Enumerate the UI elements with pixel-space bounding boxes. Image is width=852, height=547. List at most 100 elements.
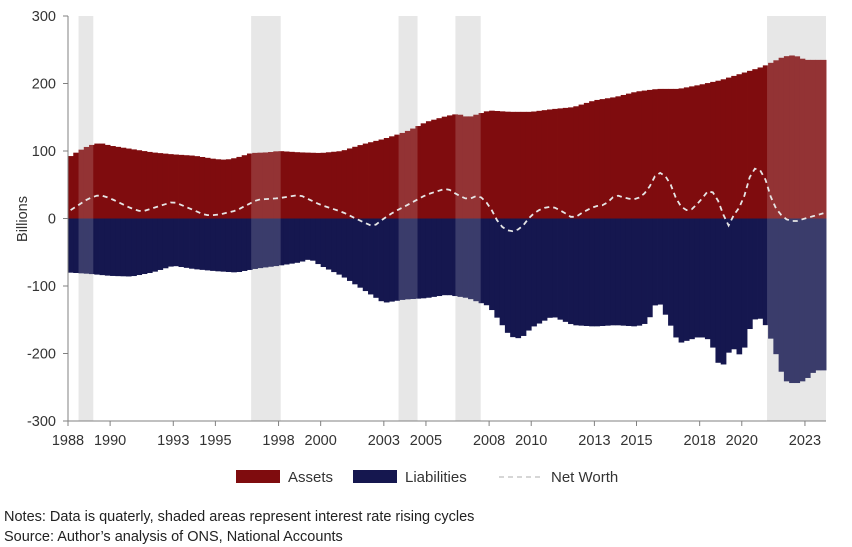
y-tick-label: 0 xyxy=(48,212,56,228)
asset-bar xyxy=(241,155,248,219)
asset-bar xyxy=(478,113,485,219)
asset-bar xyxy=(146,151,153,219)
liability-bar xyxy=(668,218,674,326)
asset-bar xyxy=(515,111,522,219)
liability-bar xyxy=(420,218,427,299)
asset-bar xyxy=(194,156,200,219)
asset-bar xyxy=(683,87,690,219)
shaded-period-overlay xyxy=(455,16,481,421)
asset-bar xyxy=(173,154,179,219)
liability-bar xyxy=(762,218,769,326)
asset-bar xyxy=(657,88,664,219)
liability-bar xyxy=(615,218,622,326)
x-tick-label: 2018 xyxy=(684,433,716,449)
asset-bar xyxy=(741,72,748,219)
liability-bar xyxy=(146,218,153,274)
asset-bar xyxy=(694,85,701,219)
legend-swatch-assets xyxy=(236,470,280,483)
liability-bar xyxy=(425,218,432,298)
liability-bar xyxy=(541,218,548,321)
liability-bar xyxy=(252,218,258,269)
liability-bar xyxy=(704,218,711,340)
liability-bar xyxy=(810,218,816,373)
liability-bar xyxy=(525,218,532,331)
asset-bar xyxy=(647,89,653,219)
asset-bar xyxy=(620,94,627,219)
asset-bar xyxy=(720,79,727,219)
asset-bar xyxy=(252,152,258,219)
asset-bar xyxy=(325,152,332,219)
asset-bar xyxy=(673,88,680,219)
liability-bar xyxy=(199,218,206,270)
liability-bar xyxy=(699,218,706,338)
liability-bar xyxy=(320,218,327,268)
asset-bar xyxy=(389,136,395,219)
shaded-period-overlay xyxy=(398,16,418,421)
liability-bar xyxy=(394,218,401,301)
liability-bar xyxy=(115,218,122,277)
asset-bar xyxy=(204,157,211,219)
asset-bar xyxy=(504,111,511,219)
liability-bar xyxy=(189,218,195,269)
legend-swatch-liabilities xyxy=(353,470,397,483)
asset-bar xyxy=(189,155,195,219)
liability-bar xyxy=(183,218,190,268)
liability-bar xyxy=(289,218,295,264)
asset-bar xyxy=(536,110,543,219)
asset-bar xyxy=(420,123,427,219)
liability-bar xyxy=(557,218,564,320)
asset-bar xyxy=(552,108,558,219)
liability-bar xyxy=(662,218,669,315)
legend-label-liabilities: Liabilities xyxy=(405,469,467,486)
liability-bar xyxy=(378,218,385,302)
liability-bar xyxy=(194,218,200,270)
liability-bar xyxy=(489,218,495,311)
asset-bar xyxy=(710,81,716,219)
asset-bar xyxy=(168,154,174,219)
y-tick-label: -200 xyxy=(27,347,56,363)
asset-bar xyxy=(341,150,348,219)
asset-bar xyxy=(136,150,143,219)
legend: Assets Liabilities Net Worth xyxy=(236,469,618,486)
liability-bar xyxy=(652,218,658,306)
y-ticks: 300 200 100 0 -100 -200 -300 xyxy=(27,9,68,430)
liability-bar xyxy=(246,218,253,270)
liability-bar xyxy=(241,218,248,271)
asset-bar xyxy=(104,144,111,219)
liability-bar xyxy=(778,218,785,372)
liability-bar xyxy=(510,218,516,338)
liability-bar xyxy=(673,218,680,338)
liability-bar xyxy=(583,218,590,326)
asset-bar xyxy=(699,84,706,219)
asset-bar xyxy=(283,151,290,219)
legend-label-assets: Assets xyxy=(288,469,333,486)
liability-bar xyxy=(599,218,606,326)
liability-bar xyxy=(215,218,222,272)
liability-bar xyxy=(683,218,690,341)
x-tick-label: 2013 xyxy=(578,433,610,449)
asset-bar xyxy=(804,59,811,219)
liability-bar xyxy=(594,218,601,327)
asset-bar xyxy=(452,114,458,219)
liability-bar xyxy=(346,218,353,281)
asset-bar xyxy=(315,152,322,219)
asset-bar xyxy=(520,111,527,219)
liability-bar xyxy=(336,218,343,275)
liability-bar xyxy=(136,218,143,276)
asset-bar xyxy=(294,152,301,219)
asset-bar xyxy=(83,146,90,219)
asset-bar xyxy=(610,97,616,219)
asset-bar xyxy=(783,56,790,219)
asset-bar xyxy=(668,88,674,219)
asset-bar xyxy=(547,109,553,219)
asset-bar xyxy=(489,110,495,219)
liability-bar xyxy=(362,218,369,292)
asset-bar xyxy=(662,88,669,219)
liability-bar xyxy=(415,218,422,299)
asset-bar xyxy=(115,146,122,219)
liability-bar xyxy=(752,218,758,320)
chart-notes: Notes: Data is quaterly, shaded areas re… xyxy=(4,507,474,547)
liability-bar xyxy=(715,218,722,363)
x-tick-label: 2005 xyxy=(410,433,442,449)
